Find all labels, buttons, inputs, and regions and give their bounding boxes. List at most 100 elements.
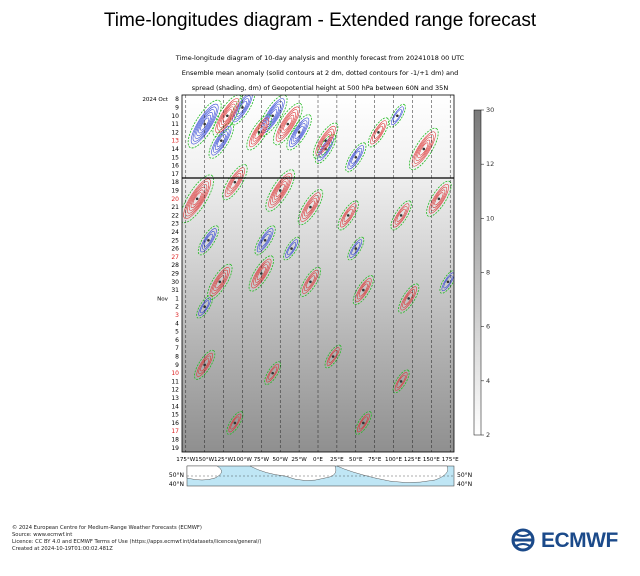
x-tick-label: 100°E [385, 457, 402, 463]
y-tick-label: 31 [171, 287, 179, 294]
positive-anomaly [312, 122, 339, 159]
negative-anomaly [286, 114, 312, 151]
page-title: Time-longitudes diagram - Extended range… [103, 10, 537, 31]
footer-licence: Licence: CC BY 4.0 and ECMWF Terms of Us… [12, 539, 262, 545]
positive-anomaly [408, 127, 439, 171]
longitude-axis: 175°W 150°W 125°W 100°W 75°W 50°W 25°W 0°E 25°E 5… [176, 457, 459, 463]
y-tick-label: 11 [171, 378, 179, 385]
plot-frame [181, 94, 455, 453]
x-tick-label: 75°W [254, 457, 270, 463]
y-tick-label: 22 [171, 212, 179, 219]
negative-anomaly [208, 122, 234, 159]
date-axis: 8910111213141516171819202122232425262728… [142, 96, 179, 452]
x-tick-label: 175°W [176, 457, 195, 463]
negative-anomaly [283, 236, 301, 261]
month-label: Nov [157, 296, 169, 302]
negative-anomaly [187, 99, 222, 149]
x-tick-label: 25°W [291, 457, 307, 463]
positive-anomaly [248, 255, 275, 292]
y-tick-label: 12 [171, 129, 179, 136]
reference-map: 50°N 40°N 50°N 40°N [169, 465, 472, 488]
colorbar-tick-label: 12 [486, 160, 494, 168]
map-lat-label: 50°N [457, 472, 472, 479]
x-tick-label: 125°E [404, 457, 421, 463]
x-tick-label: 175°E [442, 457, 459, 463]
positive-anomaly [226, 411, 244, 435]
y-tick-label: 13 [171, 138, 179, 145]
y-tick-label: 18 [171, 179, 179, 186]
y-tick-label: 13 [171, 395, 179, 402]
y-tick-label: 27 [171, 254, 179, 261]
positive-anomaly [390, 200, 412, 231]
negative-anomaly [345, 142, 367, 173]
colorbar-tick-label: 10 [486, 214, 494, 222]
positive-anomaly [398, 283, 420, 314]
positive-anomaly [324, 344, 342, 369]
ecmwf-logo-icon [511, 528, 535, 552]
y-tick-label: 6 [175, 337, 179, 344]
y-tick-label: 10 [171, 113, 179, 120]
y-tick-label: 23 [171, 221, 179, 228]
colorbar-tick-label: 8 [486, 269, 490, 277]
colorbar-tick-label: 30 [486, 106, 494, 114]
negative-anomaly [439, 269, 454, 294]
y-tick-label: 9 [175, 104, 179, 111]
y-tick-label: 30 [171, 279, 179, 286]
y-tick-label: 25 [171, 237, 179, 244]
x-tick-label: 75°E [368, 457, 382, 463]
positive-anomaly [182, 174, 215, 224]
subtitle-line: Time-longitude diagram of 10-day analysi… [175, 54, 465, 62]
y-tick-label: 2 [175, 304, 179, 311]
y-tick-label: 16 [171, 163, 179, 170]
y-tick-label: 20 [171, 196, 179, 203]
positive-anomaly [367, 117, 390, 148]
subtitle-line: Ensemble mean anomaly (solid contours at… [181, 69, 459, 77]
longitude-gridlines [185, 95, 451, 452]
y-tick-label: 3 [175, 312, 179, 319]
x-tick-label: 0°E [313, 457, 323, 463]
y-tick-label: 14 [171, 146, 179, 153]
colorbar-tick-label: 6 [486, 323, 490, 331]
positive-anomaly [246, 114, 272, 151]
x-tick-label: 150°W [195, 457, 214, 463]
y-tick-label: 28 [171, 262, 179, 269]
negative-anomaly [196, 294, 214, 319]
y-tick-label: 8 [175, 354, 179, 361]
y-tick-label: 4 [175, 320, 179, 327]
y-tick-label: 17 [171, 428, 179, 435]
positive-anomaly [392, 369, 410, 394]
y-tick-label: 15 [171, 412, 179, 419]
footer-source: Source: www.ecmwf.int [12, 532, 73, 538]
y-tick-label: 19 [171, 445, 179, 452]
positive-anomaly [297, 188, 324, 226]
colorbar-tick-label: 4 [486, 377, 490, 385]
x-tick-label: 50°W [272, 457, 288, 463]
y-tick-label: 14 [171, 403, 179, 410]
anomaly-contours [182, 95, 454, 435]
y-tick-label: 15 [171, 154, 179, 161]
colorbar: 30 12 10 8 6 4 2 [473, 106, 494, 439]
y-tick-label: 1 [175, 295, 179, 302]
positive-anomaly [194, 349, 216, 380]
y-tick-label: 7 [175, 345, 179, 352]
positive-anomaly [337, 200, 359, 231]
positive-anomaly [426, 180, 452, 217]
x-tick-label: 125°W [214, 457, 233, 463]
x-tick-label: 100°W [233, 457, 252, 463]
y-tick-label: 16 [171, 420, 179, 427]
positive-anomaly [264, 361, 282, 385]
positive-anomaly [272, 102, 303, 146]
map-lat-label: 40°N [169, 481, 184, 488]
negative-anomaly [229, 95, 256, 126]
footer-copyright: © 2024 European Centre for Medium-Range … [12, 525, 202, 531]
x-tick-label: 150°E [423, 457, 440, 463]
map-lat-label: 50°N [169, 472, 184, 479]
y-tick-label: 29 [171, 271, 179, 278]
y-tick-label: 10 [171, 370, 179, 377]
positive-anomaly [212, 95, 243, 137]
y-tick-label: 12 [171, 387, 179, 394]
y-tick-label: 21 [171, 204, 179, 211]
positive-anomaly [354, 411, 372, 435]
x-tick-label: 25°E [330, 457, 344, 463]
